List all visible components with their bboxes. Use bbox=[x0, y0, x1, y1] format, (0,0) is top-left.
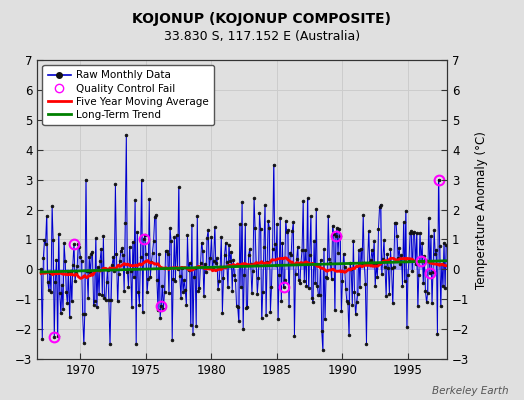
Legend: Raw Monthly Data, Quality Control Fail, Five Year Moving Average, Long-Term Tren: Raw Monthly Data, Quality Control Fail, … bbox=[42, 65, 214, 125]
Text: KOJONUP (KOJONUP COMPOSITE): KOJONUP (KOJONUP COMPOSITE) bbox=[133, 12, 391, 26]
Y-axis label: Temperature Anomaly (°C): Temperature Anomaly (°C) bbox=[475, 131, 488, 288]
Text: 33.830 S, 117.152 E (Australia): 33.830 S, 117.152 E (Australia) bbox=[164, 30, 360, 43]
Text: Berkeley Earth: Berkeley Earth bbox=[432, 386, 508, 396]
